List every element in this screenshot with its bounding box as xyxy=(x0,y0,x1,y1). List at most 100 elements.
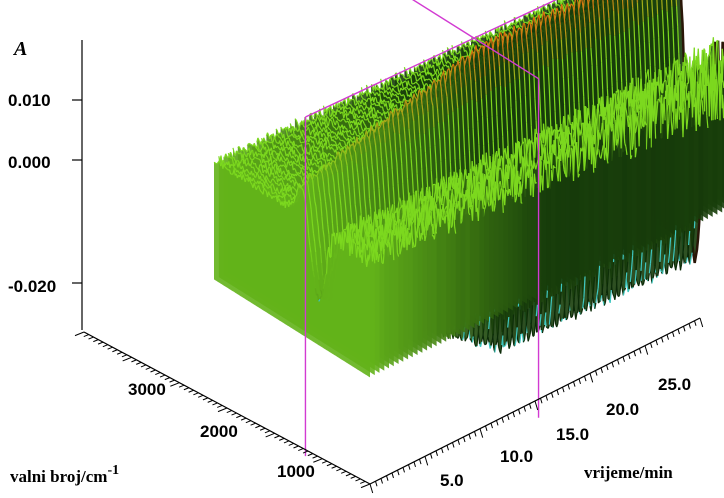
surface-segment xyxy=(537,6,540,13)
surface-segment xyxy=(678,236,681,247)
surface-segment xyxy=(649,249,653,264)
surface-segment xyxy=(676,259,679,265)
surface-segment xyxy=(683,57,687,66)
surface-segment xyxy=(558,4,561,7)
surface-segment xyxy=(662,31,666,64)
surface-segment xyxy=(509,30,512,33)
surface-segment xyxy=(706,115,709,129)
surface-segment xyxy=(635,255,638,271)
surface-segment xyxy=(664,68,668,74)
surface-segment xyxy=(640,252,643,271)
surface-segment xyxy=(553,0,556,5)
surface-segment xyxy=(681,255,684,265)
surface-segment xyxy=(655,272,658,278)
surface-segment xyxy=(482,40,485,43)
surface-segment xyxy=(668,237,672,254)
surface-segment xyxy=(639,47,642,71)
surface-segment xyxy=(683,230,686,246)
surface-segment xyxy=(617,13,621,34)
surface-segment xyxy=(646,0,649,17)
surface-segment xyxy=(696,64,699,76)
surface-segment xyxy=(652,274,655,279)
surface-segment xyxy=(595,153,598,156)
surface-segment xyxy=(700,98,703,101)
surface-segment xyxy=(547,6,550,12)
surface-segment xyxy=(518,27,521,30)
surface-segment xyxy=(692,228,695,242)
surface-segment xyxy=(709,45,712,53)
surface-segment xyxy=(666,262,669,274)
surface-segment xyxy=(567,2,570,6)
surface-segment xyxy=(658,37,661,67)
surface-segment xyxy=(653,264,656,275)
surface-segment xyxy=(686,117,689,130)
surface-segment xyxy=(607,298,610,301)
surface-segment xyxy=(520,19,523,22)
surface-segment xyxy=(701,100,704,115)
surface-segment xyxy=(671,6,674,29)
surface-segment xyxy=(634,46,637,77)
surface-segment xyxy=(648,263,652,274)
surface-segment xyxy=(491,34,494,37)
surface-segment xyxy=(688,230,691,246)
surface-segment xyxy=(700,97,703,100)
surface-segment xyxy=(682,66,685,83)
surface-segment xyxy=(566,0,569,3)
surface-segment xyxy=(618,33,622,59)
surface-segment xyxy=(628,28,631,51)
surface-segment xyxy=(667,77,670,88)
surface-segment xyxy=(664,266,667,275)
surface-segment xyxy=(622,9,625,32)
surface-segment xyxy=(711,80,714,121)
surface-segment xyxy=(548,13,551,19)
surface-segment xyxy=(661,9,664,33)
surface-segment xyxy=(523,22,525,25)
surface-segment xyxy=(642,21,645,42)
surface-segment xyxy=(550,325,553,328)
surface-segment xyxy=(644,262,647,280)
surface-segment xyxy=(466,44,469,47)
surface-segment xyxy=(689,258,692,265)
surface-segment xyxy=(626,0,629,9)
surface-segment xyxy=(691,91,695,118)
surface-segment xyxy=(688,92,691,108)
surface-segment xyxy=(561,0,564,5)
surface-segment xyxy=(667,30,670,58)
surface-segment xyxy=(637,24,641,48)
surface-segment xyxy=(676,6,679,27)
surface-segment xyxy=(648,42,651,66)
surface-segment xyxy=(647,16,650,43)
surface-segment xyxy=(661,0,663,10)
surface-segment xyxy=(634,270,637,284)
surface-segment xyxy=(658,261,661,270)
surface-segment xyxy=(720,67,723,109)
surface-segment xyxy=(684,82,687,87)
surface-segment xyxy=(699,99,702,127)
surface-segment xyxy=(666,11,669,31)
surface-segment xyxy=(624,55,628,82)
surface-segment xyxy=(616,0,619,14)
surface-segment xyxy=(666,73,669,78)
surface-segment xyxy=(686,245,690,258)
surface-segment xyxy=(651,0,654,18)
surface-segment xyxy=(665,0,668,12)
surface-segment xyxy=(510,26,513,29)
surface-segment xyxy=(514,23,517,26)
surface-segment xyxy=(636,0,638,3)
surface-segment xyxy=(656,275,659,278)
surface-segment xyxy=(672,248,675,262)
surface-segment xyxy=(563,0,566,2)
surface-segment xyxy=(433,61,436,65)
surface-segment xyxy=(457,52,460,55)
surface-segment xyxy=(708,54,711,56)
surface-segment xyxy=(545,326,548,329)
surface-segment xyxy=(472,40,475,43)
surface-segment xyxy=(696,81,699,125)
surface-segment xyxy=(623,31,626,56)
surface-segment xyxy=(643,41,647,72)
surface-segment xyxy=(680,70,684,76)
surface-segment xyxy=(667,253,671,263)
surface-segment xyxy=(715,97,718,120)
surface-segment xyxy=(684,261,687,264)
